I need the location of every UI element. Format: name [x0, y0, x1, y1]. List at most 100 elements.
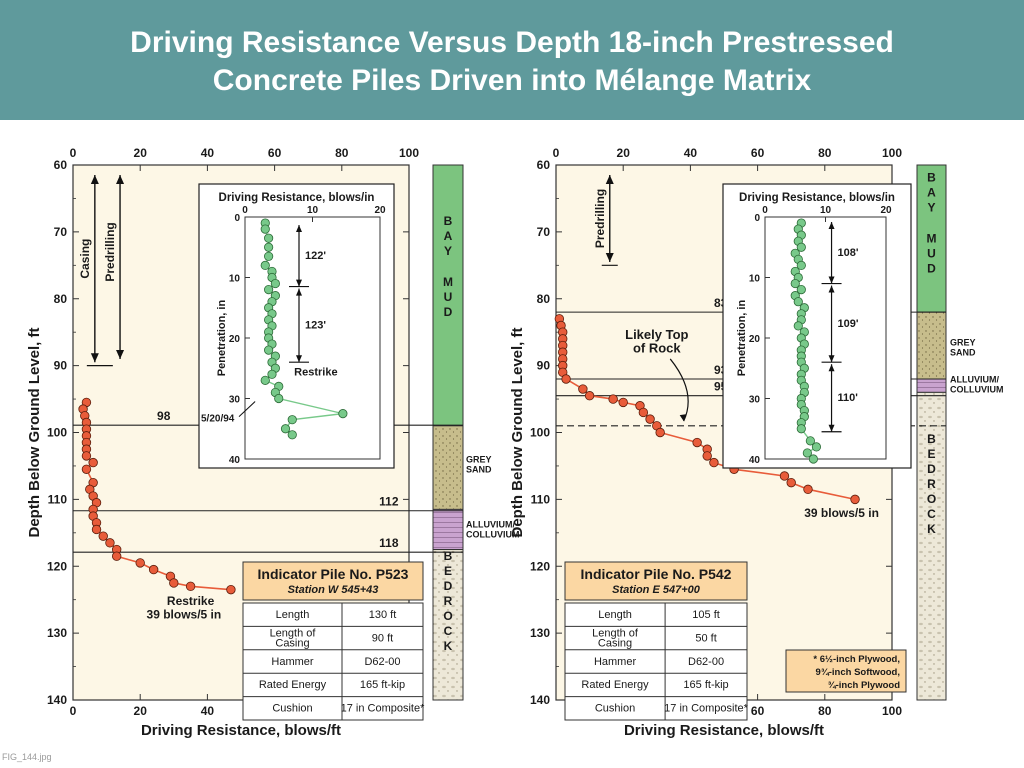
inset-y-tick-label: 20	[229, 334, 241, 345]
layer-label-bedrock: B	[444, 549, 453, 563]
x-tick-label-top: 80	[335, 146, 349, 160]
inset-data-point	[264, 233, 274, 243]
x-tick-label-top: 40	[201, 146, 215, 160]
indicator-table-label: Length of	[270, 627, 317, 639]
layer-label-alluvium: ALLUVIUM/	[466, 519, 515, 529]
inset-data-point	[260, 375, 270, 385]
inset-data-point	[790, 278, 800, 289]
x-tick-label-top: 0	[553, 146, 560, 160]
inset-interval-label: 122'	[305, 250, 326, 262]
footnote-line: ¾-inch Plywood	[828, 680, 901, 691]
y-tick-label: 140	[47, 693, 67, 707]
data-point	[135, 558, 145, 568]
inset-data-point	[338, 409, 348, 419]
inset-data-point	[287, 430, 297, 440]
inset-data-point	[802, 448, 812, 458]
layer-label-bay-mud: B	[927, 171, 936, 185]
predrilling-arrow-head	[605, 175, 614, 185]
layer-bedrock	[432, 549, 464, 701]
inset-data-point	[796, 284, 806, 295]
x-tick-label-top: 100	[882, 146, 902, 160]
inset-interval-arrow	[828, 424, 835, 432]
inset-y-tick-label: 40	[749, 455, 761, 466]
predrilling-label: Predrilling	[103, 222, 117, 281]
indicator-pile-station: Station E 547+00	[612, 584, 701, 596]
likely-top-of-rock-label: Likely Top	[625, 327, 688, 342]
inset-y-tick-label: 40	[229, 455, 241, 466]
inset-y-tick-label: 0	[234, 213, 240, 224]
x-tick-label-top: 60	[268, 146, 282, 160]
inset-x-tick-label: 20	[374, 205, 386, 216]
layer-label-bay-mud: B	[444, 214, 453, 228]
x-tick-label-top: 20	[617, 146, 631, 160]
inset-data-point	[796, 424, 806, 434]
inset-y-axis-title: Penetration, in	[216, 300, 228, 377]
indicator-table	[564, 602, 748, 721]
inset-interval-arrow	[828, 222, 835, 230]
x-tick-label-bottom: 80	[818, 704, 832, 718]
data-point	[111, 551, 122, 561]
indicator-table-label: Length of	[592, 627, 639, 639]
x-tick-label-top: 60	[751, 146, 765, 160]
inset-interval-arrow	[828, 355, 835, 363]
indicator-table-label: Rated Energy	[259, 679, 327, 691]
y-tick-label: 130	[530, 626, 550, 640]
inset-data-point	[260, 260, 270, 270]
layer-alluvium	[916, 378, 947, 393]
layer-label-bay-mud: A	[927, 186, 936, 200]
y-tick-label: 120	[530, 559, 550, 573]
inset-data-point	[796, 260, 806, 270]
data-point	[98, 531, 108, 541]
data-point	[169, 578, 179, 588]
footnote-box	[785, 649, 907, 693]
inset-x-tick-label: 0	[242, 205, 248, 216]
data-point	[584, 391, 595, 401]
inset-data-point	[260, 224, 270, 234]
page-title-line-1: Driving Resistance Versus Depth 18-inch …	[130, 26, 894, 59]
inset-title: Driving Resistance, blows/in	[739, 192, 895, 204]
layer-label-bay-mud: Y	[927, 201, 935, 215]
layer-label-bay-mud: A	[444, 229, 453, 243]
x-tick-label-bottom: 60	[751, 704, 765, 718]
casing-label: Casing	[78, 239, 92, 279]
y-tick-label: 80	[54, 292, 68, 306]
inset-restrike-label: Restrike	[294, 367, 337, 379]
indicator-table-value: 50 ft	[695, 632, 716, 644]
indicator-table-value: 105 ft	[692, 609, 720, 621]
inset-data-point	[267, 369, 277, 379]
inset-data-point	[805, 436, 815, 446]
layer-label-bedrock: E	[927, 447, 935, 461]
inset-data-point	[811, 442, 822, 452]
inset-box	[722, 183, 912, 469]
inset-date-leader	[238, 401, 256, 418]
inset-y-tick-label: 30	[749, 395, 761, 406]
y-tick-label: 90	[54, 359, 68, 373]
layer-label-bay-mud: D	[927, 262, 936, 276]
x-tick-label-bottom: 40	[201, 704, 215, 718]
depth-reference-label: 112	[379, 495, 399, 509]
data-point	[645, 414, 655, 424]
data-point	[578, 384, 588, 394]
data-point	[850, 494, 860, 505]
data-point	[226, 584, 236, 595]
x-tick-label-bottom: 100	[882, 704, 902, 718]
layer-label-bay-mud: M	[443, 275, 453, 289]
layer-label-alluvium: COLLUVIUM	[466, 529, 520, 539]
layer-label-alluvium: COLLUVIUM	[950, 384, 1004, 394]
y-tick-label: 120	[47, 559, 67, 573]
inset-interval-label: 109'	[838, 318, 859, 330]
predrilling-arrow-head	[605, 252, 614, 262]
casing-arrow-head	[90, 353, 99, 363]
indicator-table-value: 165 ft-kip	[360, 679, 405, 691]
data-point	[105, 538, 115, 548]
x-tick-label-top: 0	[70, 146, 77, 160]
inset-title: Driving Resistance, blows/in	[219, 192, 375, 204]
inset-y-tick-label: 20	[749, 334, 761, 345]
x-axis-title: Driving Resistance, blows/ft	[141, 722, 341, 739]
indicator-table-label: Rated Energy	[581, 679, 649, 691]
casing-arrow-head	[90, 175, 99, 185]
likely-top-of-rock-label: of Rock	[633, 340, 681, 355]
inset-interval-arrow	[296, 225, 302, 233]
